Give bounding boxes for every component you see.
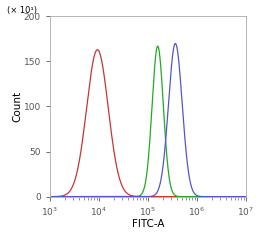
Text: (× 10¹): (× 10¹)	[7, 6, 37, 15]
X-axis label: FITC-A: FITC-A	[132, 219, 164, 229]
Y-axis label: Count: Count	[12, 91, 22, 122]
